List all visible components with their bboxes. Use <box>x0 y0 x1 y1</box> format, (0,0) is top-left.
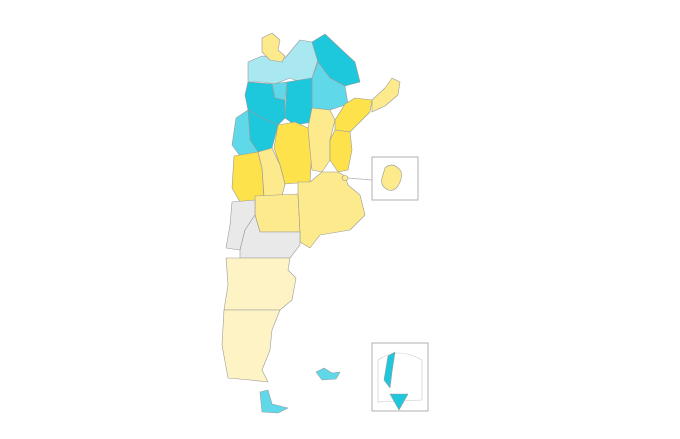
province-salta[interactable] <box>247 39 319 85</box>
province-santiago-del-estero[interactable] <box>284 77 314 126</box>
province-chubut[interactable] <box>223 257 297 311</box>
province-malvinas[interactable] <box>315 367 341 381</box>
province-san-luis[interactable] <box>257 147 286 197</box>
buenos-aires-city-marker[interactable] <box>341 175 349 181</box>
province-misiones[interactable] <box>371 77 401 113</box>
province-entre-rios[interactable] <box>329 129 353 173</box>
province-caba[interactable] <box>381 164 402 191</box>
antartida-peninsula[interactable] <box>383 351 396 389</box>
province-santa-fe[interactable] <box>307 107 336 173</box>
inset-connector-line <box>347 177 373 181</box>
province-tierra-del-fuego[interactable] <box>259 389 289 414</box>
province-mendoza[interactable] <box>231 151 265 203</box>
province-catamarca[interactable] <box>244 81 286 126</box>
province-santa-cruz[interactable] <box>221 309 281 383</box>
province-buenos-aires[interactable] <box>297 171 366 249</box>
province-rio-negro[interactable] <box>239 214 301 259</box>
province-antartida[interactable] <box>389 393 409 411</box>
province-corrientes[interactable] <box>334 97 373 133</box>
province-jujuy[interactable] <box>261 32 286 63</box>
province-la-pampa[interactable] <box>254 193 301 233</box>
